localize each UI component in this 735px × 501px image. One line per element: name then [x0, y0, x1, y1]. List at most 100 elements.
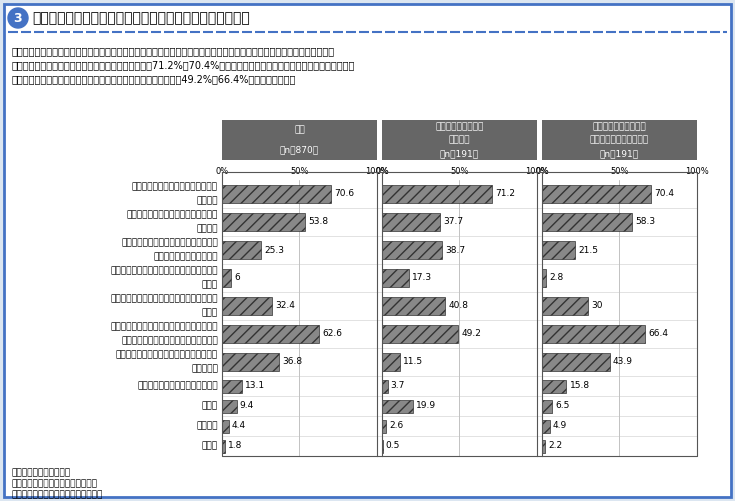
Text: 43.9: 43.9: [613, 358, 633, 367]
Bar: [542, 185, 651, 203]
Text: が低い: が低い: [202, 281, 218, 290]
Bar: [382, 399, 413, 412]
Text: かかる: かかる: [202, 309, 218, 318]
Bar: [382, 379, 388, 392]
Bar: [382, 439, 383, 452]
Text: 6.5: 6.5: [555, 401, 570, 410]
Bar: [542, 297, 589, 315]
Text: 医療的ケア児の受け入れに当たっての課題　（複数回答）: 医療的ケア児の受け入れに当たっての課題 （複数回答）: [32, 11, 250, 25]
Text: 4.4: 4.4: [232, 421, 246, 430]
Text: 50%: 50%: [610, 167, 628, 176]
Text: 医療的ケアを実施できる看護師を確: 医療的ケアを実施できる看護師を確: [132, 182, 218, 191]
Text: 0%: 0%: [535, 167, 548, 176]
Bar: [382, 185, 492, 203]
Bar: [222, 325, 319, 343]
Text: 70.4: 70.4: [654, 189, 674, 198]
Text: 62.6: 62.6: [322, 330, 342, 339]
Bar: [222, 353, 279, 371]
Text: ・保育所等における医療的ケア児受け入れに当たっての課題については、医療的ケア児のいる市町村、いない市町村ともに: ・保育所等における医療的ケア児受け入れに当たっての課題については、医療的ケア児の…: [12, 46, 335, 56]
Text: 3: 3: [14, 12, 22, 25]
Text: 66.4: 66.4: [648, 330, 668, 339]
Text: 4.9: 4.9: [553, 421, 567, 430]
Text: 経験や質にばらつきがある: 経験や質にばらつきがある: [154, 253, 218, 262]
Bar: [542, 439, 545, 452]
Bar: [542, 419, 550, 432]
Text: 30: 30: [592, 302, 603, 311]
Text: 2.6: 2.6: [389, 421, 404, 430]
Text: できない: できない: [196, 196, 218, 205]
Text: 医療的ケアが必要となる子どもの保育ニーズ: 医療的ケアが必要となる子どもの保育ニーズ: [110, 267, 218, 276]
Text: 100%: 100%: [525, 167, 549, 176]
Text: 21.5: 21.5: [578, 245, 598, 255]
Text: 無回答: 無回答: [202, 441, 218, 450]
Text: 分からない: 分からない: [191, 365, 218, 374]
Text: 市区町村: 市区町村: [449, 135, 470, 144]
Text: 53.8: 53.8: [309, 217, 329, 226]
Text: 全体: 全体: [294, 125, 305, 134]
Text: ＜その他の具体的内容＞: ＜その他の具体的内容＞: [12, 468, 71, 477]
Text: 0%: 0%: [215, 167, 229, 176]
Text: その他: その他: [202, 401, 218, 410]
Text: どこと連携してよいか分からない: どこと連携してよいか分からない: [137, 381, 218, 390]
Text: できない: できない: [196, 224, 218, 233]
Text: 71.2: 71.2: [495, 189, 515, 198]
Text: ・そもそもの保育士確保が難しい: ・そもそもの保育士確保が難しい: [12, 479, 98, 488]
Text: （n＝191）: （n＝191）: [600, 149, 639, 158]
Bar: [542, 213, 632, 231]
Bar: [542, 241, 576, 259]
Text: 2.2: 2.2: [548, 441, 562, 450]
Text: 70.6: 70.6: [334, 189, 354, 198]
Text: もしくは不明の市区町村: もしくは不明の市区町村: [590, 135, 649, 144]
Bar: [542, 269, 546, 287]
Text: 17.3: 17.3: [412, 274, 432, 283]
Text: 2.8: 2.8: [549, 274, 564, 283]
Text: 6: 6: [234, 274, 240, 283]
Text: 32.4: 32.4: [275, 302, 295, 311]
Bar: [222, 399, 237, 412]
Text: 40.8: 40.8: [448, 302, 468, 311]
Text: 100%: 100%: [685, 167, 709, 176]
Bar: [382, 213, 440, 231]
Text: 36.8: 36.8: [282, 358, 302, 367]
Text: 9.4: 9.4: [240, 401, 254, 410]
Text: 25.3: 25.3: [264, 245, 284, 255]
Text: （n＝870）: （n＝870）: [280, 145, 319, 154]
Text: 医療的ケア児がいる: 医療的ケア児がいる: [435, 122, 484, 131]
Bar: [222, 297, 272, 315]
Bar: [382, 419, 386, 432]
Bar: [542, 325, 645, 343]
Text: 3.7: 3.7: [391, 381, 405, 390]
FancyBboxPatch shape: [4, 4, 731, 497]
Text: 15.8: 15.8: [570, 381, 589, 390]
Bar: [222, 185, 331, 203]
Text: （n＝191）: （n＝191）: [440, 149, 479, 158]
Text: 58.3: 58.3: [635, 217, 656, 226]
Bar: [222, 241, 261, 259]
Text: 0%: 0%: [376, 167, 389, 176]
Text: 1.8: 1.8: [228, 441, 242, 450]
Text: 医療的ケアを実施する保育士・看護師の: 医療的ケアを実施する保育士・看護師の: [121, 238, 218, 247]
Text: 利用を希望する子どもに必要な医療的ケアの: 利用を希望する子どもに必要な医療的ケアの: [110, 323, 218, 332]
Text: 11.5: 11.5: [403, 358, 423, 367]
Circle shape: [8, 8, 28, 28]
Text: 医療的ケア児がいない: 医療的ケア児がいない: [592, 122, 646, 131]
Bar: [542, 399, 552, 412]
Bar: [382, 297, 445, 315]
Text: 13.1: 13.1: [245, 381, 265, 390]
Text: 「医療的ケアを実施できる看護師を確保できない」（71.2%、70.4%）が最も多く、次いで「利用を希望する子どもに必: 「医療的ケアを実施できる看護師を確保できない」（71.2%、70.4%）が最も多…: [12, 60, 356, 70]
Text: 0.5: 0.5: [386, 441, 400, 450]
Bar: [222, 439, 225, 452]
Text: 49.2: 49.2: [462, 330, 481, 339]
Text: 要な医療的ケアの提供にあたり施設整備が対応していない」が（49.2%、66.4%）となっていた。: 要な医療的ケアの提供にあたり施設整備が対応していない」が（49.2%、66.4%…: [12, 74, 296, 84]
Bar: [222, 213, 305, 231]
Bar: [382, 325, 458, 343]
Bar: [542, 120, 697, 160]
Text: 提供にあたり施設設備が対応していない: 提供にあたり施設設備が対応していない: [121, 337, 218, 346]
Bar: [382, 353, 400, 371]
Bar: [382, 120, 537, 160]
Text: 100%: 100%: [365, 167, 389, 176]
Bar: [542, 353, 610, 371]
Bar: [222, 379, 243, 392]
Text: 38.7: 38.7: [445, 245, 465, 255]
Text: 19.9: 19.9: [416, 401, 436, 410]
